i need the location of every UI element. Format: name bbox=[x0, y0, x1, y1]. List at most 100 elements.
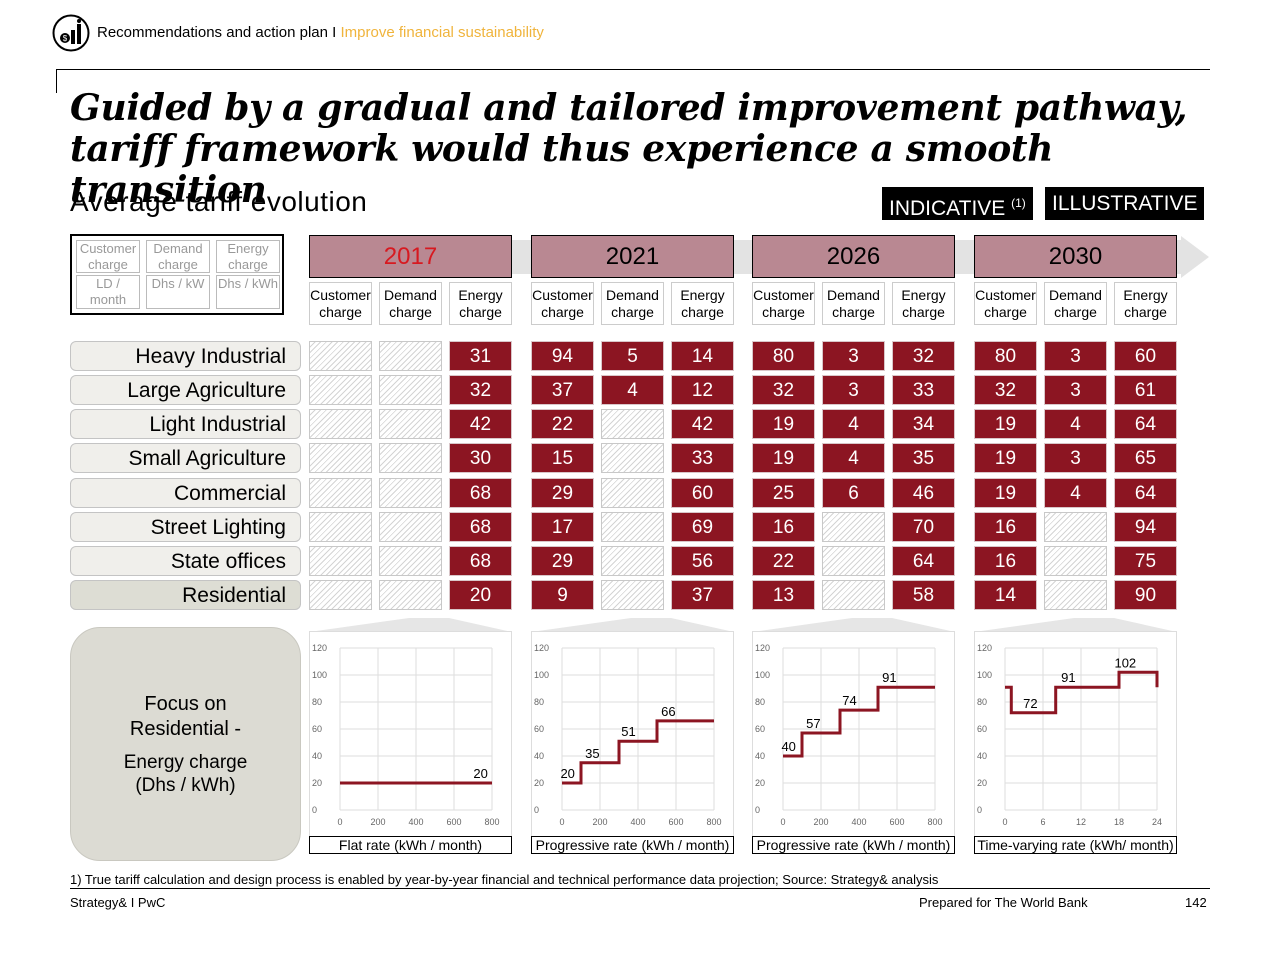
x-tick-label: 18 bbox=[1114, 817, 1124, 827]
y-tick-label: 40 bbox=[755, 751, 765, 761]
category-label: Commercial bbox=[70, 478, 301, 508]
value-cell: 19 bbox=[974, 478, 1037, 508]
x-tick-label: 800 bbox=[927, 817, 942, 827]
chart-svg: 0 20 40 60 80 100 120 0 6 12 18 24 72 91 102 bbox=[977, 643, 1162, 827]
not-applicable-cell bbox=[601, 443, 664, 473]
category-label: Street Lighting bbox=[70, 512, 301, 542]
y-tick-label: 60 bbox=[977, 724, 987, 734]
data-label: 66 bbox=[661, 704, 675, 719]
year-header-2017: 2017 bbox=[309, 235, 512, 278]
not-applicable-cell bbox=[379, 546, 442, 576]
data-label: 74 bbox=[842, 693, 856, 708]
value-cell: 46 bbox=[892, 478, 955, 508]
value-cell: 35 bbox=[892, 443, 955, 473]
value-cell: 37 bbox=[531, 375, 594, 405]
column-header: Demand charge bbox=[601, 282, 664, 325]
value-cell: 22 bbox=[752, 546, 815, 576]
data-label: 72 bbox=[1023, 696, 1037, 711]
value-cell: 3 bbox=[1044, 375, 1107, 405]
value-cell: 32 bbox=[974, 375, 1037, 405]
column-header: Demand charge bbox=[379, 282, 442, 325]
value-cell: 75 bbox=[1114, 546, 1177, 576]
year-header-2026: 2026 bbox=[752, 235, 955, 278]
footnote: 1) True tariff calculation and design pr… bbox=[70, 872, 939, 887]
y-tick-label: 0 bbox=[534, 805, 539, 815]
y-tick-label: 120 bbox=[534, 643, 549, 653]
page-title: Guided by a gradual and tailored improve… bbox=[70, 87, 1188, 211]
value-cell: 34 bbox=[892, 409, 955, 439]
value-cell: 16 bbox=[752, 512, 815, 542]
value-cell: 37 bbox=[671, 580, 734, 610]
not-applicable-cell bbox=[379, 443, 442, 473]
value-cell: 64 bbox=[892, 546, 955, 576]
value-cell: 68 bbox=[449, 512, 512, 542]
y-tick-label: 20 bbox=[977, 778, 987, 788]
y-tick-label: 100 bbox=[312, 670, 327, 680]
indicative-tag: INDICATIVE (1) bbox=[882, 187, 1033, 220]
category-label: Small Agriculture bbox=[70, 443, 301, 473]
y-tick-label: 40 bbox=[977, 751, 987, 761]
year-header-2021: 2021 bbox=[531, 235, 734, 278]
data-label: 20 bbox=[473, 766, 487, 781]
y-tick-label: 100 bbox=[534, 670, 549, 680]
focus-line-2: Residential - bbox=[129, 718, 242, 740]
x-tick-label: 400 bbox=[408, 817, 423, 827]
value-cell: 4 bbox=[1044, 409, 1107, 439]
subtitle: Average tariff evolution bbox=[70, 186, 368, 217]
step-chart-2026: 0 20 40 60 80 100 120 0 200 400 600 800 40 57 74 91 bbox=[752, 631, 955, 837]
y-tick-label: 100 bbox=[755, 670, 770, 680]
value-cell: 4 bbox=[1044, 478, 1107, 508]
step-chart-2030: 0 20 40 60 80 100 120 0 6 12 18 24 72 91 102 bbox=[974, 631, 1177, 837]
not-applicable-cell bbox=[1044, 580, 1107, 610]
not-applicable-cell bbox=[379, 409, 442, 439]
x-tick-label: 0 bbox=[337, 817, 342, 827]
value-cell: 4 bbox=[601, 375, 664, 405]
value-cell: 3 bbox=[1044, 443, 1107, 473]
year-header-2030: 2030 bbox=[974, 235, 1177, 278]
value-cell: 31 bbox=[449, 341, 512, 371]
value-cell: 14 bbox=[671, 341, 734, 371]
data-label: 40 bbox=[781, 739, 795, 754]
not-applicable-cell bbox=[601, 580, 664, 610]
indicative-label: INDICATIVE bbox=[889, 197, 1006, 220]
x-tick-label: 0 bbox=[559, 817, 564, 827]
value-cell: 60 bbox=[671, 478, 734, 508]
value-cell: 58 bbox=[892, 580, 955, 610]
y-tick-label: 100 bbox=[977, 670, 992, 680]
value-cell: 12 bbox=[671, 375, 734, 405]
column-header: Customer charge bbox=[752, 282, 815, 325]
x-tick-label: 600 bbox=[668, 817, 683, 827]
value-cell: 3 bbox=[822, 375, 885, 405]
value-cell: 94 bbox=[531, 341, 594, 371]
y-tick-label: 60 bbox=[755, 724, 765, 734]
y-tick-label: 80 bbox=[755, 697, 765, 707]
y-tick-label: 40 bbox=[534, 751, 544, 761]
value-cell: 19 bbox=[752, 443, 815, 473]
x-tick-label: 600 bbox=[446, 817, 461, 827]
value-cell: 9 bbox=[531, 580, 594, 610]
header-separator: I bbox=[332, 24, 337, 41]
not-applicable-cell bbox=[379, 512, 442, 542]
legend-energy-unit: Dhs / kWh bbox=[216, 275, 280, 309]
value-cell: 80 bbox=[974, 341, 1037, 371]
footer-prepared-for: Prepared for The World Bank bbox=[919, 895, 1088, 910]
value-cell: 60 bbox=[1114, 341, 1177, 371]
value-cell: 68 bbox=[449, 478, 512, 508]
x-tick-label: 600 bbox=[889, 817, 904, 827]
x-tick-label: 24 bbox=[1152, 817, 1162, 827]
value-cell: 22 bbox=[531, 409, 594, 439]
value-cell: 16 bbox=[974, 546, 1037, 576]
not-applicable-cell bbox=[379, 580, 442, 610]
header-breadcrumb: Recommendations and action plan I Improv… bbox=[97, 24, 544, 41]
category-label: Heavy Industrial bbox=[70, 341, 301, 371]
not-applicable-cell bbox=[309, 375, 372, 405]
x-axis-label: Flat rate (kWh / month) bbox=[309, 836, 512, 854]
data-label: 91 bbox=[882, 670, 896, 685]
funnel-connector bbox=[974, 618, 1177, 632]
y-tick-label: 60 bbox=[312, 724, 322, 734]
not-applicable-cell bbox=[379, 341, 442, 371]
value-cell: 6 bbox=[822, 478, 885, 508]
legend-customer-unit: LD / month bbox=[76, 275, 140, 309]
data-label: 51 bbox=[621, 724, 635, 739]
column-header: Energy charge bbox=[1114, 282, 1177, 325]
